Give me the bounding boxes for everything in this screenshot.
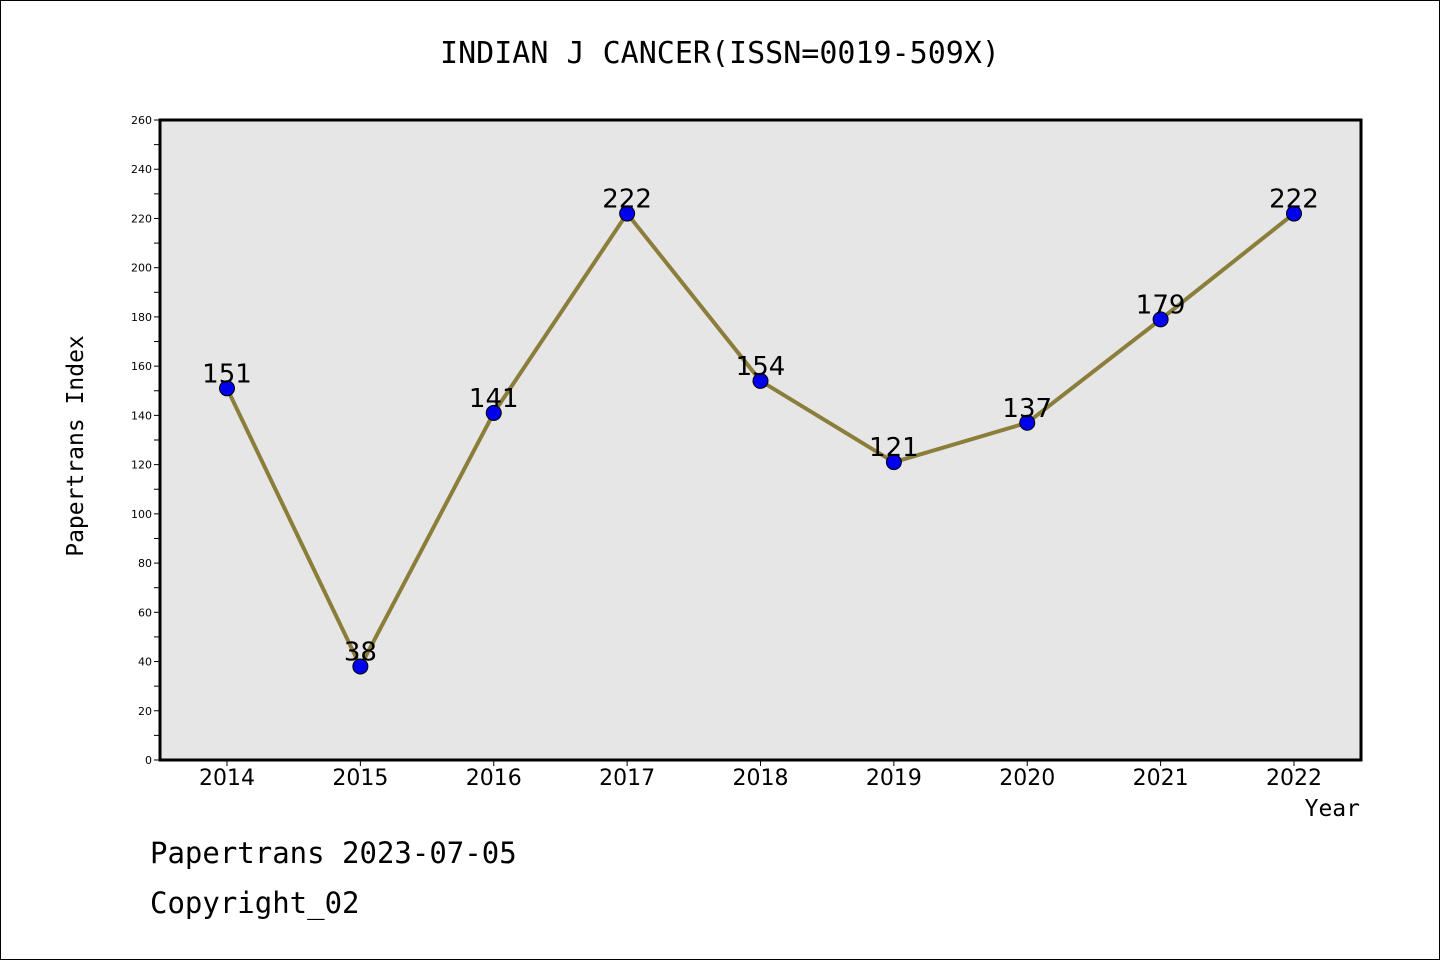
- data-label: 222: [1269, 185, 1319, 215]
- y-tick-label: 260: [131, 114, 152, 127]
- y-axis: 0 20 40 60 80 100 120 140 160 180 200 220 240 260: [131, 114, 160, 767]
- y-tick-label: 240: [131, 163, 152, 176]
- x-tick-label: 2018: [733, 766, 789, 791]
- y-tick-label: 180: [131, 311, 152, 324]
- data-point: [219, 380, 235, 397]
- chart-title: INDIAN J CANCER(ISSN=0019-509X): [440, 36, 1000, 71]
- data-label: 141: [469, 384, 519, 414]
- data-label: 38: [344, 637, 377, 667]
- x-axis: 2014 2015 2016 2017 2018 2019 2020 2021 2022: [199, 760, 1322, 791]
- x-tick-label: 2020: [999, 766, 1055, 791]
- y-tick-label: 60: [138, 606, 152, 619]
- plot-border: [158, 118, 1363, 762]
- y-tick-label: 200: [131, 262, 152, 275]
- data-labels: 151 38 141 222 154 121 137 179 222: [202, 185, 1319, 668]
- data-point: [485, 404, 502, 421]
- footer-date: Papertrans 2023-07-05: [150, 836, 517, 870]
- x-tick-label: 2017: [599, 766, 655, 791]
- x-tick-label: 2015: [332, 766, 388, 791]
- footer-copyright: Copyright_02: [150, 886, 360, 920]
- data-label: 179: [1136, 290, 1186, 320]
- y-tick-label: 40: [138, 656, 152, 669]
- data-label: 137: [1002, 394, 1052, 424]
- x-axis-label: Year: [1304, 796, 1360, 822]
- x-tick-label: 2021: [1133, 766, 1189, 791]
- data-label: 154: [736, 352, 786, 382]
- data-point: [752, 372, 769, 389]
- y-tick-label: 120: [131, 459, 152, 472]
- y-tick-label: 140: [131, 409, 152, 422]
- x-tick-label: 2019: [866, 766, 922, 791]
- y-tick-label: 20: [138, 705, 152, 718]
- data-point: [1152, 311, 1169, 328]
- data-point: [1286, 205, 1302, 222]
- data-point: [352, 658, 369, 675]
- data-label: 151: [202, 359, 252, 389]
- series-markers: [219, 205, 1302, 675]
- data-point: [1019, 414, 1036, 431]
- data-label: 121: [869, 433, 919, 463]
- y-tick-label: 220: [131, 212, 152, 225]
- plot-area: [160, 120, 1361, 760]
- y-tick-label: 0: [145, 754, 152, 767]
- x-tick-label: 2016: [466, 766, 522, 791]
- y-tick-label: 160: [131, 360, 152, 373]
- data-label: 222: [602, 185, 652, 215]
- y-tick-label: 80: [138, 557, 152, 570]
- data-point: [619, 205, 636, 222]
- y-tick-label: 100: [131, 508, 152, 521]
- x-tick-label: 2022: [1266, 766, 1322, 791]
- data-point: [885, 454, 902, 471]
- x-tick-label: 2014: [199, 766, 255, 791]
